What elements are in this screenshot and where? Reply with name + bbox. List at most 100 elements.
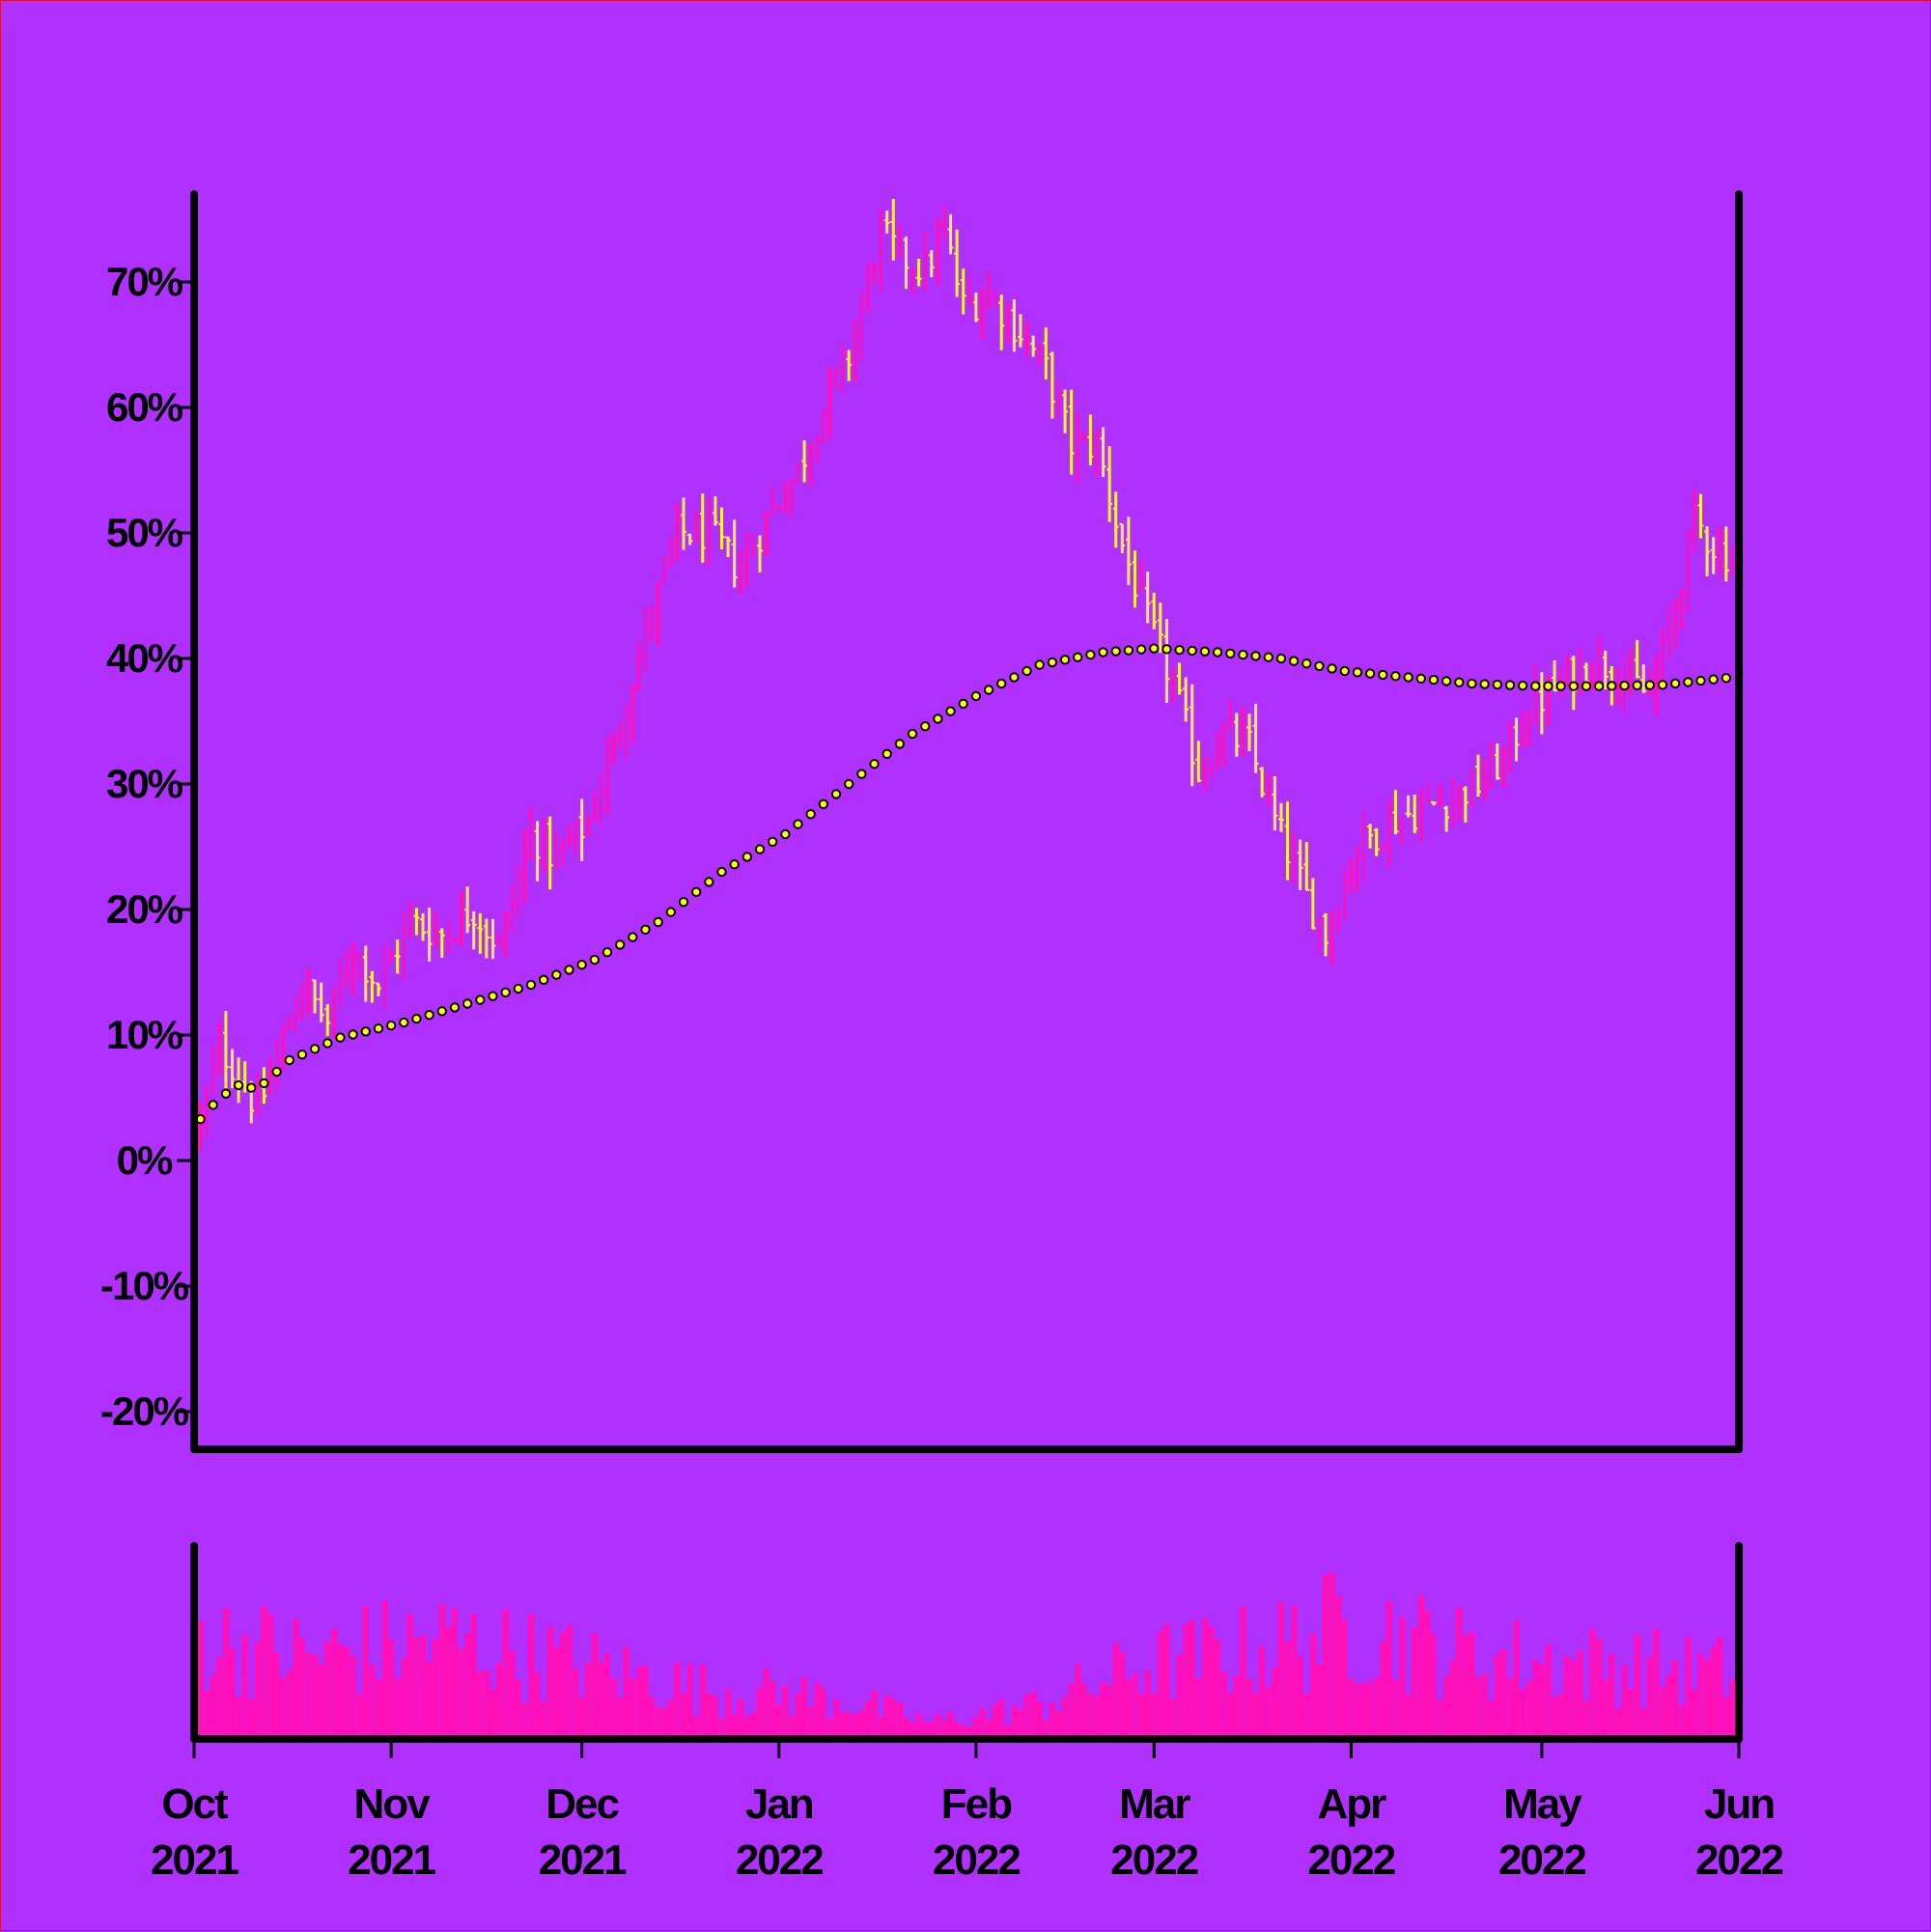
trend-point — [1288, 656, 1300, 666]
ohlc-bar — [585, 815, 592, 836]
trend-point — [233, 1079, 244, 1091]
x-tick-year: 2022 — [933, 1836, 1020, 1884]
ohlc-bar — [496, 933, 503, 947]
trend-point — [1110, 646, 1121, 657]
volume-bar — [635, 1666, 643, 1739]
trend-point — [1492, 679, 1502, 690]
volume-bar — [738, 1698, 744, 1739]
volume-bar — [210, 1674, 216, 1739]
volume-bar — [1449, 1660, 1456, 1739]
ohlc-bar — [820, 407, 826, 444]
ohlc-bar — [267, 1057, 273, 1095]
ohlc-bar — [1195, 741, 1202, 783]
ohlc-bar — [706, 496, 713, 566]
ohlc-bar — [1475, 754, 1482, 798]
volume-bar — [1029, 1692, 1037, 1739]
volume-bar — [935, 1713, 941, 1739]
ohlc-bar — [864, 263, 871, 314]
volume-bar — [458, 1648, 464, 1739]
trend-point — [1352, 667, 1363, 678]
volume-bar — [1474, 1676, 1482, 1739]
ohlc-bar — [1360, 812, 1367, 882]
ohlc-bar — [1125, 517, 1132, 585]
ohlc-bar — [1507, 720, 1513, 773]
trend-point — [996, 678, 1007, 689]
volume-bar — [1653, 1629, 1660, 1739]
ohlc-bar — [1259, 767, 1266, 798]
volume-bar — [890, 1698, 897, 1739]
ohlc-bar — [661, 555, 668, 584]
volume-bar — [1214, 1638, 1221, 1739]
volume-bar — [1132, 1674, 1138, 1739]
volume-bar — [1405, 1694, 1412, 1739]
ohlc-bar — [725, 536, 732, 558]
x-tick-year: 2022 — [1498, 1836, 1585, 1884]
volume-bar — [922, 1722, 929, 1739]
volume-bar — [1245, 1678, 1253, 1739]
volume-bar — [1462, 1636, 1469, 1739]
volume-bar — [648, 1696, 656, 1739]
volume-bar — [623, 1646, 630, 1739]
trend-point — [488, 991, 498, 1001]
volume-bar — [534, 1672, 541, 1739]
volume-bar — [1348, 1678, 1355, 1739]
volume-bar — [1335, 1595, 1342, 1739]
volume-bar — [1075, 1663, 1081, 1739]
ohlc-bar — [1062, 389, 1069, 434]
volume-bar — [1577, 1649, 1583, 1739]
volume-bar — [680, 1693, 687, 1739]
volume-bar — [1417, 1595, 1424, 1739]
volume-bar — [1602, 1680, 1609, 1739]
ohlc-bar — [1297, 839, 1303, 890]
volume-bar — [1004, 1724, 1011, 1739]
ohlc-bar — [1329, 910, 1335, 966]
volume-bar — [718, 1718, 725, 1739]
trend-point — [704, 877, 714, 887]
volume-bar — [1208, 1626, 1215, 1739]
trend-point — [1364, 668, 1376, 679]
ohlc-bar — [979, 288, 986, 340]
volume-bar — [706, 1693, 713, 1739]
volume-bar — [406, 1612, 414, 1739]
trend-point — [309, 1044, 321, 1054]
ohlc-bar — [1417, 789, 1424, 843]
ohlc-bar — [1176, 662, 1183, 695]
ohlc-bar — [1481, 759, 1488, 800]
volume-bar — [832, 1698, 840, 1739]
volume-bar — [1500, 1649, 1507, 1739]
volume-bar — [337, 1643, 344, 1739]
ohlc-bar — [807, 443, 814, 486]
volume-bar — [578, 1697, 585, 1739]
volume-bar — [1570, 1660, 1577, 1739]
volume-bar — [1017, 1709, 1024, 1739]
volume-bar — [846, 1712, 853, 1739]
ohlc-bar — [1215, 731, 1221, 770]
trend-point — [1619, 680, 1630, 691]
ohlc-bar — [490, 918, 496, 960]
ohlc-bar — [712, 496, 718, 526]
ohlc-bar — [1373, 827, 1380, 856]
ohlc-bar — [915, 259, 922, 287]
trend-point — [602, 947, 613, 958]
ohlc-bar — [464, 886, 471, 934]
ohlc-bar — [458, 891, 464, 946]
volume-bar — [394, 1677, 401, 1739]
ohlc-bar — [986, 271, 993, 310]
ohlc-bar — [928, 250, 935, 278]
ohlc-bar — [388, 948, 395, 962]
ohlc-bar — [801, 440, 808, 483]
trend-point — [793, 819, 803, 829]
x-tick-year: 2022 — [736, 1836, 823, 1884]
trend-point — [882, 748, 892, 759]
ohlc-bar — [528, 807, 534, 862]
ohlc-bar — [1628, 648, 1635, 696]
ohlc-bar — [1233, 713, 1240, 757]
ohlc-bar — [610, 732, 617, 764]
volume-bar — [800, 1677, 808, 1739]
trend-point — [538, 974, 549, 985]
volume-bar — [1157, 1631, 1163, 1739]
volume-bar — [1151, 1693, 1158, 1739]
volume-bar — [1329, 1572, 1335, 1739]
volume-bar — [896, 1702, 904, 1739]
trend-point — [1390, 671, 1401, 682]
